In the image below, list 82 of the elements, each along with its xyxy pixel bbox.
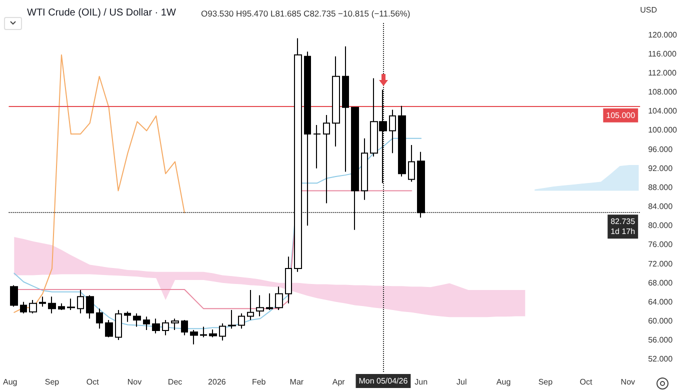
candlestick	[20, 301, 27, 314]
candlestick	[105, 320, 113, 338]
x-tick-label: Aug	[496, 378, 511, 386]
y-tick-label: 56.000	[648, 336, 674, 345]
x-tick-label: Sep	[44, 378, 60, 386]
x-tick-label: Oct	[86, 378, 100, 386]
y-tick-label: 64.000	[648, 297, 674, 306]
candlestick	[10, 284, 18, 308]
candlestick	[115, 310, 122, 341]
candlestick	[417, 151, 425, 218]
candlestick	[313, 124, 321, 169]
candlestick	[294, 38, 302, 272]
candlestick	[219, 322, 226, 342]
candlestick	[200, 326, 207, 338]
x-tick-label: Feb	[252, 378, 266, 386]
candlestick	[96, 308, 103, 330]
candlestick	[266, 292, 273, 311]
candlestick	[86, 294, 94, 320]
y-tick-label: 88.000	[648, 182, 674, 192]
candlestick	[190, 330, 198, 345]
candlestick	[398, 105, 406, 177]
y-tick-label: 76.000	[648, 240, 674, 250]
candlestick	[351, 106, 359, 230]
y-tick-label: 80.000	[648, 221, 674, 230]
chart-title: WTI Crude (OIL) / US Dollar · 1W	[27, 8, 176, 18]
x-tick-label: Mar	[290, 378, 304, 386]
candlestick	[228, 310, 236, 330]
candlestick	[238, 312, 245, 330]
chart-subtitle: O93.530 H95.470 L81.685 C82.735 −10.815 (−11.56%)	[201, 8, 410, 18]
line-series	[14, 54, 185, 313]
candlestick	[77, 289, 84, 314]
y-axis-title: USD	[640, 6, 658, 14]
x-tick-label: Nov	[127, 378, 142, 386]
candlestick	[209, 329, 217, 338]
y-tick-label: 84.000	[648, 202, 674, 212]
y-tick-label: 60.000	[648, 316, 674, 326]
x-tick-label: Sep	[538, 378, 554, 386]
candlestick	[389, 109, 396, 154]
candlestick	[256, 294, 264, 317]
x-tick-label: Aug	[2, 378, 18, 386]
candlestick	[29, 299, 37, 314]
x-tick-label: Apr	[332, 378, 346, 386]
candlestick	[275, 286, 283, 311]
y-tick-label: 116.000	[648, 49, 677, 58]
y-tick-label: 92.000	[648, 164, 674, 173]
y-tick-label: 104.000	[648, 106, 678, 116]
candlestick	[143, 316, 150, 331]
x-tick-label: Jul	[456, 378, 467, 386]
ref-line-label: Mon 05/04/26	[358, 376, 408, 386]
candlestick	[48, 296, 56, 314]
candlestick	[285, 256, 292, 304]
candlestick	[39, 296, 46, 308]
candlestick	[323, 114, 330, 204]
y-tick-label: 100.000	[648, 126, 678, 135]
candlestick	[181, 320, 188, 336]
y-tick-label: 108.000	[648, 88, 678, 97]
ref-line-label: 82.735 1d 17h	[610, 217, 636, 236]
candlestick	[124, 310, 131, 322]
y-tick-label: 52.000	[648, 354, 674, 364]
candlestick	[342, 46, 349, 172]
x-tick-label: Dec	[168, 378, 182, 386]
candlestick	[247, 289, 254, 321]
x-tick-label: Oct	[580, 378, 593, 386]
candlestick	[58, 302, 65, 311]
ref-line-label: 105.000	[606, 110, 636, 120]
candlestick	[152, 318, 160, 334]
y-tick-label: 112.000	[648, 68, 677, 78]
x-tick-label: 2026	[208, 378, 226, 386]
candlestick	[332, 56, 340, 147]
candlestick	[171, 318, 179, 331]
x-tick-label: Jun	[414, 378, 428, 386]
y-tick-label: 120.000	[648, 30, 678, 40]
candlestick	[408, 144, 415, 182]
y-tick-label: 68.000	[648, 278, 674, 288]
x-tick-label: Nov	[620, 378, 636, 386]
y-tick-label: 96.000	[648, 144, 674, 154]
y-tick-label: 72.000	[648, 259, 674, 268]
candlestick	[361, 138, 368, 200]
candlestick	[67, 298, 75, 311]
candlestick	[133, 312, 141, 328]
candlestick	[162, 320, 169, 336]
candlestick	[304, 51, 311, 226]
